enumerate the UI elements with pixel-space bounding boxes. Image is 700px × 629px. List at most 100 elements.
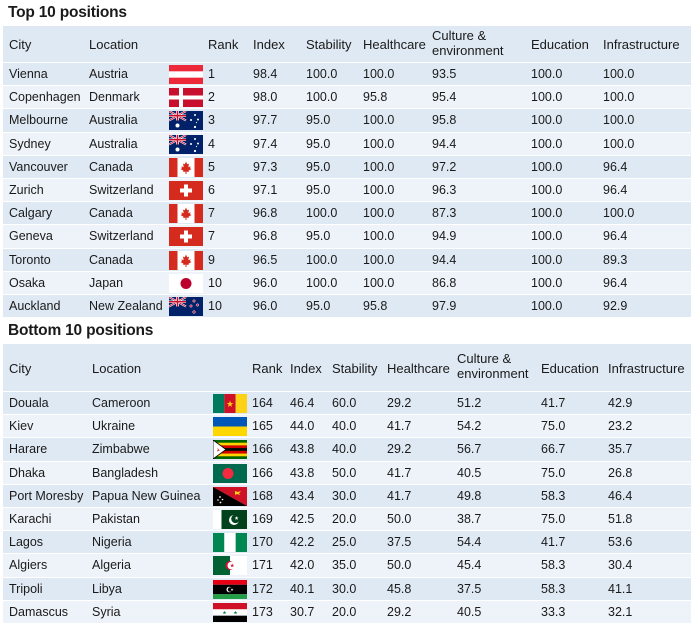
cell-index: 44.0 [290,419,315,434]
cell-healthcare: 100.0 [363,113,395,128]
cell-index: 42.0 [290,558,315,573]
cell-index: 96.0 [253,298,278,313]
header-culture: Culture & environment [457,351,529,381]
table-row: Port Moresby Papua New Guinea 168 43.4 30.0 4… [3,483,691,507]
cell-infrastructure: 46.4 [608,488,633,503]
header-culture-line2: environment [432,43,504,58]
cell-education: 58.3 [541,558,566,573]
header-city: City [9,361,32,376]
top-table-body: Vienna Austria 1 98.4 100.0 100.0 93.5 100.0 100… [3,62,691,318]
cell-stability: 100.0 [306,252,338,267]
header-infrastructure: Infrastructure [608,361,685,376]
flag-australia-icon [169,134,203,154]
cell-rank: 5 [208,159,215,174]
cell-stability: 40.0 [332,419,357,434]
cell-city: Karachi [9,511,52,526]
cell-rank: 7 [208,206,215,221]
cell-healthcare: 100.0 [363,229,395,244]
flag-syria-icon [213,602,247,622]
table-row: Zurich Switzerland 6 97.1 95.0 100.0 96.3 100.0… [3,177,691,202]
cell-education: 100.0 [531,136,563,151]
cell-city: Osaka [9,275,46,290]
cell-stability: 100.0 [306,67,338,81]
cell-education: 100.0 [531,159,563,174]
cell-infrastructure: 100.0 [603,113,635,128]
table-row: Kiev Ukraine 165 44.0 40.0 41.7 54.2 75.0 23.2 [3,414,691,438]
cell-culture: 97.9 [432,298,457,313]
flag-canada-icon [169,250,203,270]
cell-location: New Zealand [89,298,163,313]
cell-healthcare: 100.0 [363,275,395,290]
cell-city: Tripoli [9,581,43,596]
cell-stability: 20.0 [332,511,357,526]
table-header: City Location Rank Index Stability Healt… [3,26,691,62]
cell-education: 100.0 [531,229,563,244]
header-education: Education [541,361,599,376]
cell-city: Copenhagen [9,90,81,105]
cell-rank: 4 [208,136,215,151]
cell-city: Douala [9,396,49,410]
header-culture-line2: environment [457,366,529,381]
cell-culture: 40.5 [457,465,482,480]
header-healthcare: Healthcare [363,37,426,52]
bottom-section-title: Bottom 10 positions [8,322,154,339]
cell-infrastructure: 96.4 [603,229,628,244]
table-row: Calgary Canada 7 96.8 100.0 100.0 87.3 100.0 100… [3,201,691,225]
cell-index: 46.4 [290,396,315,410]
cell-healthcare: 29.2 [387,396,412,410]
cell-rank: 166 [252,442,273,457]
cell-city: Calgary [9,206,53,221]
cell-rank: 169 [252,511,273,526]
cell-infrastructure: 35.7 [608,442,633,457]
cell-infrastructure: 100.0 [603,67,635,81]
cell-index: 42.5 [290,511,315,526]
header-rank: Rank [252,361,283,376]
table-row: Melbourne Australia 3 97.7 95.0 100.0 95.8 100.… [3,108,691,132]
cell-healthcare: 41.7 [387,419,412,434]
header-culture-line1: Culture & [457,351,512,366]
header-culture: Culture & environment [432,28,504,58]
cell-healthcare: 100.0 [363,159,395,174]
cell-education: 33.3 [541,604,566,619]
flag-newzealand-icon [169,296,203,316]
table-row: Douala Cameroon 164 46.4 60.0 29.2 51.2 41.7 42.… [3,391,691,415]
cell-index: 97.3 [253,159,278,174]
header-location: Location [92,361,142,376]
flag-denmark-icon [169,88,203,108]
top-section-title: Top 10 positions [8,4,127,21]
cell-city: Kiev [9,419,34,434]
cell-education: 58.3 [541,488,566,503]
cell-healthcare: 50.0 [387,558,412,573]
cell-location: Canada [89,206,133,221]
cell-location: Switzerland [89,182,154,197]
cell-index: 96.8 [253,229,278,244]
cell-location: Canada [89,159,133,174]
cell-culture: 51.2 [457,396,482,410]
cell-stability: 40.0 [332,442,357,457]
cell-education: 75.0 [541,465,566,480]
flag-ukraine-icon [213,417,247,437]
cell-index: 43.4 [290,488,315,503]
table-row: Sydney Australia 4 97.4 95.0 100.0 94.4 100.0 10… [3,131,691,155]
cell-location: Switzerland [89,229,154,244]
cell-stability: 25.0 [332,535,357,550]
cell-education: 100.0 [531,252,563,267]
cell-stability: 30.0 [332,488,357,503]
header-stability: Stability [306,37,352,52]
flag-switzerland-icon [169,227,203,247]
cell-stability: 100.0 [306,275,338,290]
cell-stability: 95.0 [306,113,331,128]
cell-infrastructure: 32.1 [608,604,633,619]
cell-stability: 95.0 [306,136,331,151]
cell-education: 66.7 [541,442,566,457]
cell-stability: 100.0 [306,90,338,105]
cell-index: 97.1 [253,182,278,197]
cell-stability: 50.0 [332,465,357,480]
cell-infrastructure: 42.9 [608,396,633,410]
cell-location: Canada [89,252,133,267]
cell-culture: 95.4 [432,90,457,105]
table-row: Harare Zimbabwe 166 43.8 40.0 29.2 56.7 66.7 35.… [3,437,691,461]
cell-stability: 95.0 [306,182,331,197]
cell-infrastructure: 100.0 [603,136,635,151]
cell-location: Japan [89,275,124,290]
